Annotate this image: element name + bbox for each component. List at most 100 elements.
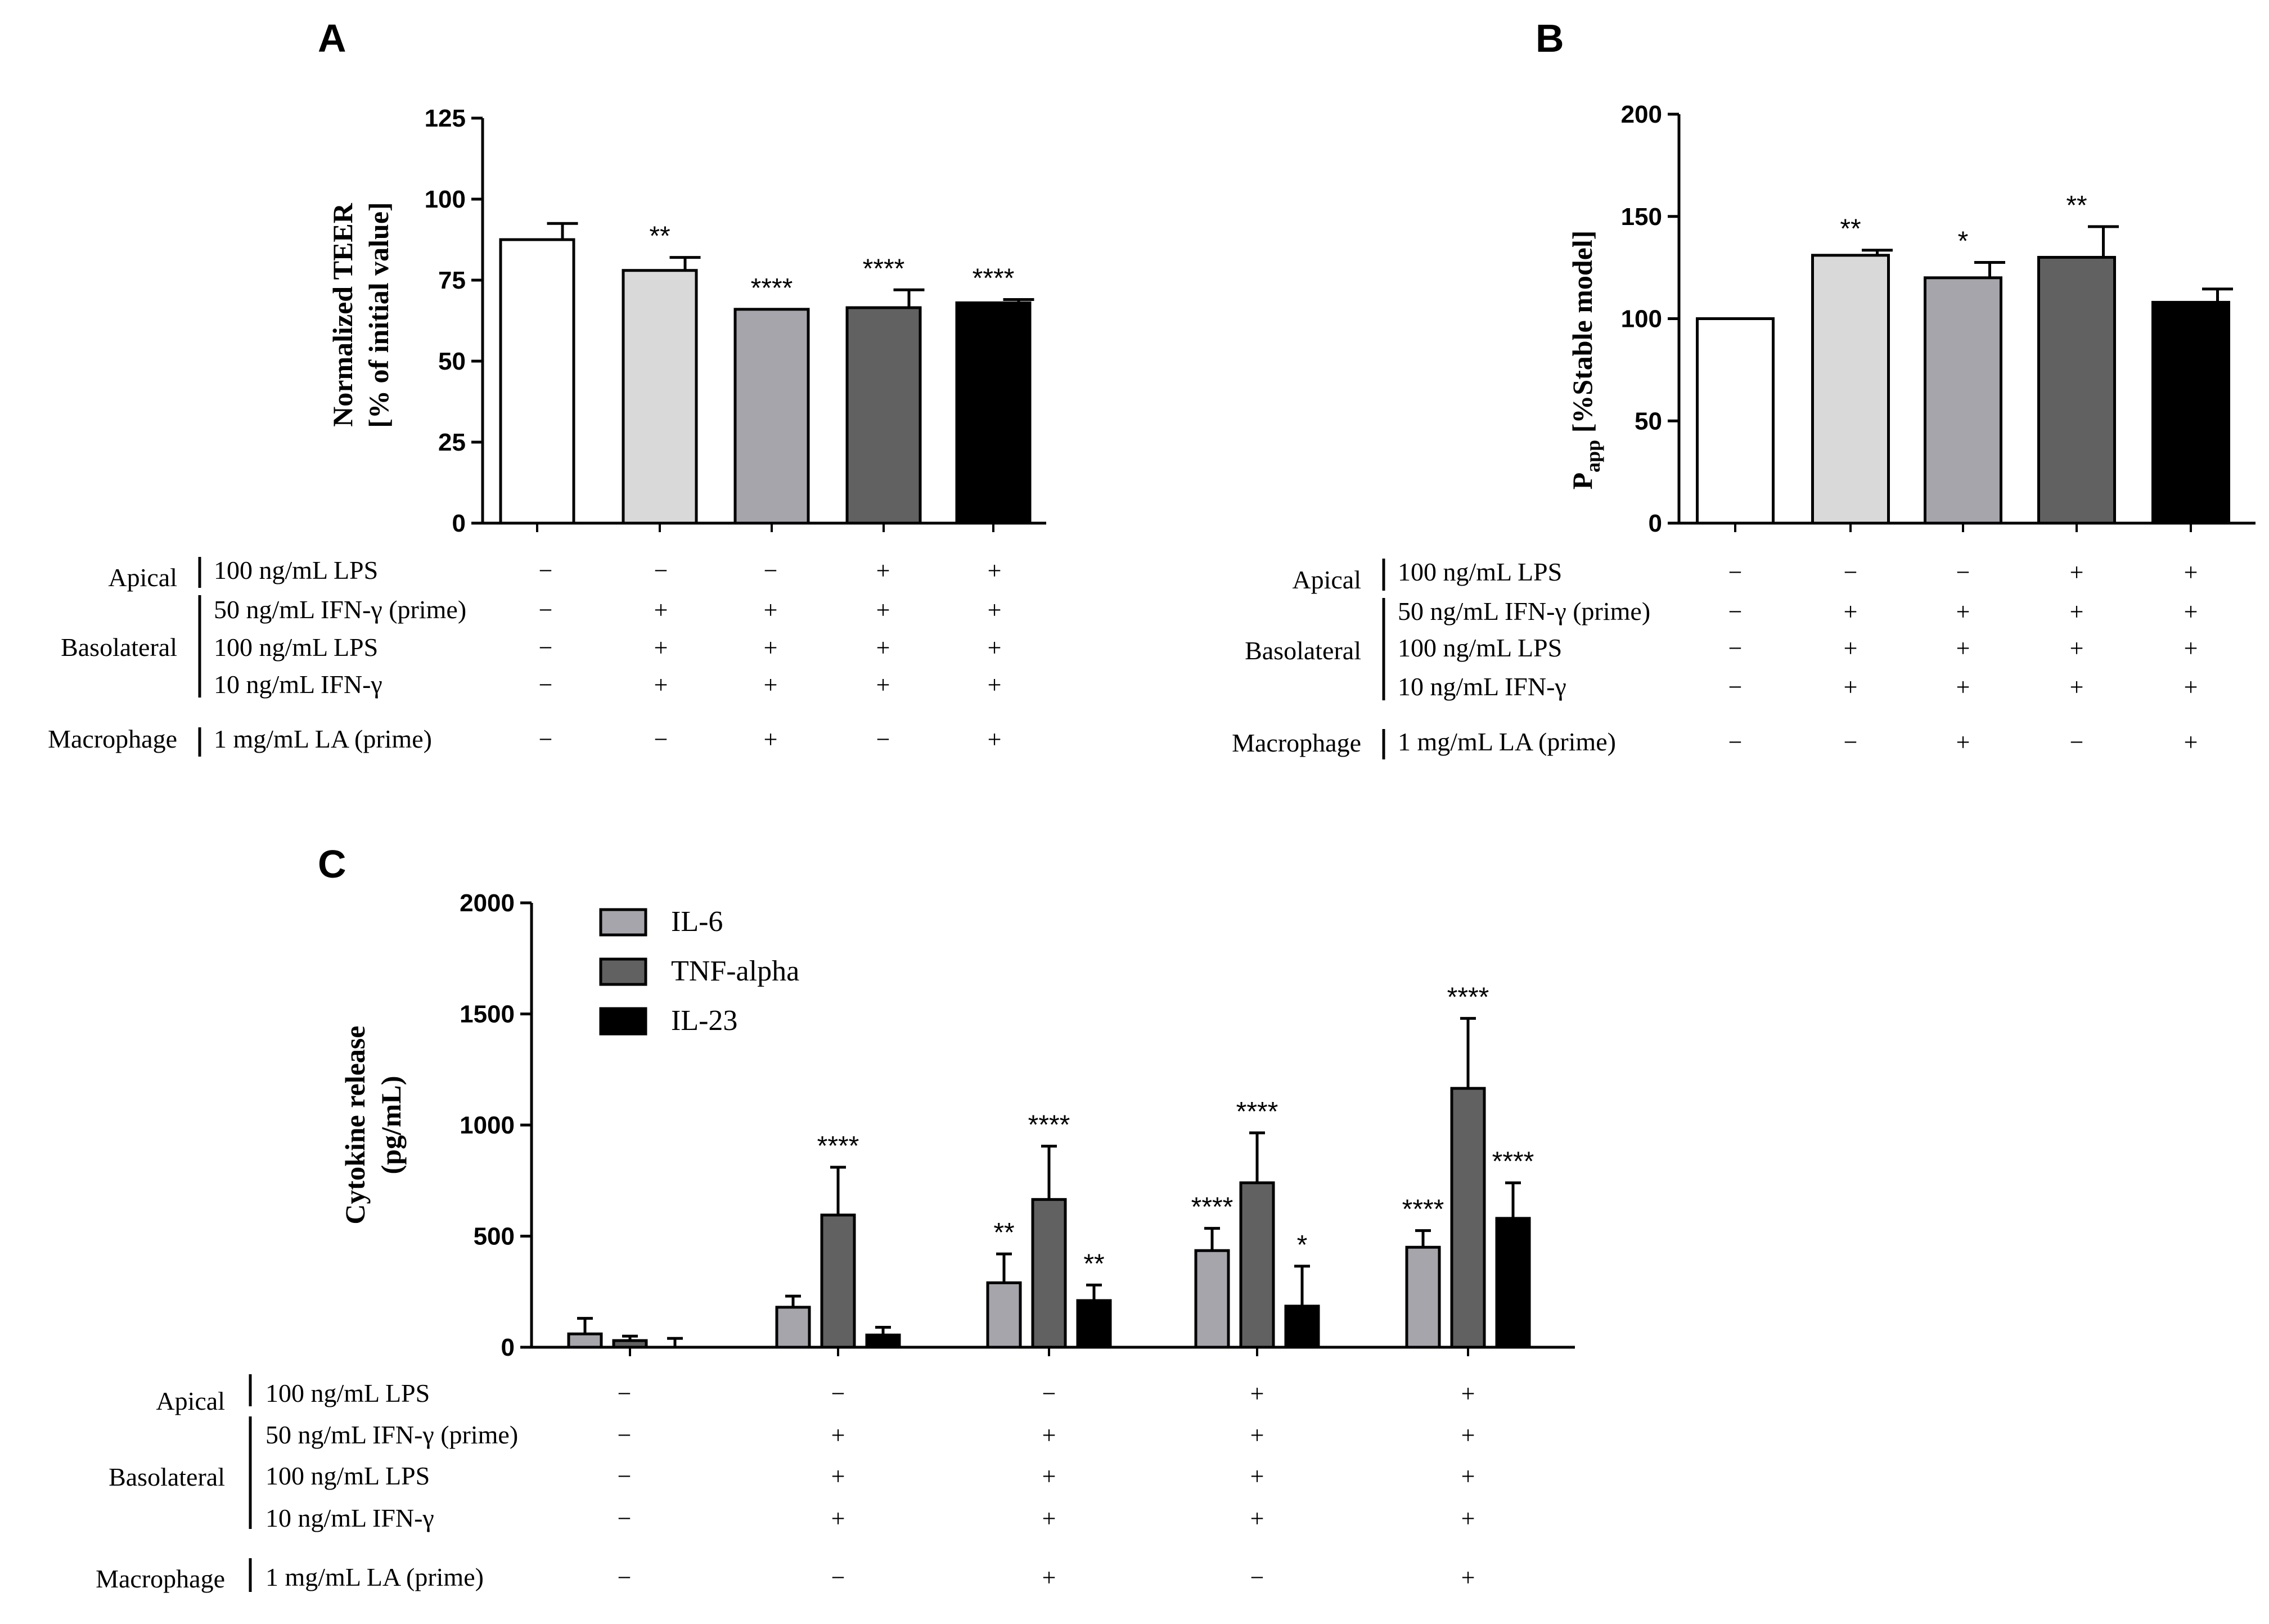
c-bar-il-23 <box>865 1333 901 1349</box>
a-condition-symbol: + <box>876 596 890 624</box>
b-condition-symbol: + <box>2070 559 2084 586</box>
panel-b-letter: B <box>1536 16 1564 60</box>
c-condition-label: 100 ng/mL LPS <box>265 1461 430 1490</box>
a-significance: **** <box>863 254 905 284</box>
c-bar-il-6 <box>1194 1249 1230 1349</box>
panel-c-legend: IL-6 TNF-alpha IL-23 <box>599 906 799 1037</box>
a-condition-symbol: + <box>988 634 1002 662</box>
c-bar-tnf-alpha <box>1031 1198 1067 1349</box>
a-condition-symbol: − <box>539 634 553 662</box>
c-group-label-macrophage: Macrophage <box>96 1564 225 1593</box>
a-group-label-apical: Apical <box>108 563 177 592</box>
c-condition-symbol: + <box>1042 1564 1056 1591</box>
c-condition-symbol: − <box>618 1505 632 1532</box>
c-condition-symbol: + <box>1461 1505 1475 1532</box>
legend-swatch-il-23 <box>599 1007 647 1036</box>
c-condition-symbol: − <box>831 1380 845 1407</box>
c-bar-tnf-alpha <box>1450 1087 1486 1349</box>
b-condition-symbol: + <box>1844 673 1858 701</box>
panel-b-ylabel-main: P <box>1566 473 1598 490</box>
a-bar <box>622 269 698 525</box>
c-condition-symbol: − <box>831 1564 845 1591</box>
a-condition-symbol: − <box>539 726 553 753</box>
c-condition-symbol: − <box>618 1463 632 1490</box>
b-condition-symbol: + <box>1956 728 1970 756</box>
a-bar <box>845 306 922 525</box>
a-group-label-macrophage: Macrophage <box>48 725 177 753</box>
a-y-tick-label: 125 <box>425 105 466 132</box>
b-y-tick-label: 50 <box>1635 407 1662 435</box>
c-y-tick-label: 2000 <box>460 889 515 917</box>
panel-a-conditions: Apical Basolateral Macrophage 100 ng/mL LPS… <box>48 556 1001 757</box>
c-condition-label: 100 ng/mL LPS <box>265 1379 430 1407</box>
b-condition-symbol: − <box>1728 728 1743 756</box>
c-bar-il-6 <box>1405 1245 1441 1349</box>
a-group-label-basolateral: Basolateral <box>61 633 177 662</box>
c-significance: **** <box>1028 1110 1070 1140</box>
a-y-tick-label: 25 <box>438 429 466 456</box>
c-bar-il-23 <box>1284 1304 1320 1349</box>
a-condition-symbol: + <box>876 671 890 699</box>
c-bar-il-6 <box>567 1332 603 1349</box>
a-condition-symbol: + <box>988 557 1002 584</box>
a-condition-symbol: + <box>654 634 668 662</box>
b-bar <box>1811 254 1890 525</box>
c-significance: **** <box>1191 1193 1233 1222</box>
b-condition-symbol: + <box>1844 635 1858 662</box>
legend-label-tnf-alpha: TNF-alpha <box>671 955 799 987</box>
b-bar <box>2151 300 2230 525</box>
c-condition-symbol: + <box>831 1505 845 1532</box>
b-y-tick-label: 0 <box>1649 510 1662 537</box>
a-y-tick-label: 100 <box>425 186 466 213</box>
c-significance: **** <box>1402 1195 1444 1225</box>
a-condition-label: 100 ng/mL LPS <box>214 633 378 662</box>
c-condition-label: 10 ng/mL IFN-γ <box>265 1504 434 1532</box>
panel-a-letter: A <box>318 16 346 60</box>
a-condition-symbol: + <box>764 671 778 699</box>
panel-c-plot: ****** ************ ***************0500100… <box>460 889 1575 1361</box>
b-condition-symbol: − <box>1956 559 1970 586</box>
c-condition-symbol: + <box>1042 1505 1056 1532</box>
a-bar <box>733 308 810 525</box>
c-condition-symbol: + <box>1461 1564 1475 1591</box>
c-condition-symbol: + <box>1250 1463 1264 1490</box>
b-y-tick-label: 100 <box>1621 305 1662 333</box>
a-condition-label: 1 mg/mL LA (prime) <box>214 725 432 753</box>
b-condition-symbol: + <box>2184 559 2198 586</box>
a-condition-symbol: + <box>988 671 1002 699</box>
a-condition-symbol: − <box>539 671 553 699</box>
a-condition-label: 50 ng/mL IFN-γ (prime) <box>214 595 466 624</box>
a-condition-symbol: + <box>988 726 1002 753</box>
panel-c-ylabel-line2: (pg/mL) <box>375 1076 407 1175</box>
c-y-tick-label: 0 <box>501 1334 515 1361</box>
a-condition-symbol: − <box>654 557 668 584</box>
c-bar-tnf-alpha <box>1239 1181 1275 1349</box>
legend-swatch-tnf-alpha <box>599 957 647 986</box>
c-condition-symbol: + <box>1250 1505 1264 1532</box>
a-condition-symbol: + <box>764 596 778 624</box>
a-condition-symbol: − <box>876 726 890 753</box>
a-y-tick-label: 0 <box>452 510 466 537</box>
c-condition-symbol: + <box>1461 1463 1475 1490</box>
c-bar-il-23 <box>1076 1299 1112 1349</box>
panel-b-ylabel-sub: app <box>1582 440 1604 473</box>
c-condition-symbol: + <box>1250 1421 1264 1449</box>
c-y-tick-label: 500 <box>474 1223 515 1250</box>
b-bar <box>1696 317 1775 525</box>
panel-a-ylabel-line1: Normalized TEER <box>327 203 358 427</box>
panel-c-conditions: Apical Basolateral Macrophage 100 ng/mL LPS… <box>96 1374 1475 1593</box>
a-condition-symbol: − <box>539 557 553 584</box>
c-condition-symbol: − <box>618 1564 632 1591</box>
c-group-label-basolateral: Basolateral <box>109 1463 225 1491</box>
b-condition-symbol: + <box>1956 635 1970 662</box>
a-condition-symbol: + <box>654 596 668 624</box>
c-significance: ** <box>993 1218 1014 1248</box>
b-condition-symbol: − <box>1844 728 1858 756</box>
b-condition-symbol: + <box>2184 635 2198 662</box>
c-condition-symbol: + <box>1461 1380 1475 1407</box>
c-condition-symbol: + <box>1250 1380 1264 1407</box>
b-significance: * <box>1958 227 1969 257</box>
legend-label-il-23: IL-23 <box>671 1005 737 1037</box>
a-significance: **** <box>751 273 793 303</box>
